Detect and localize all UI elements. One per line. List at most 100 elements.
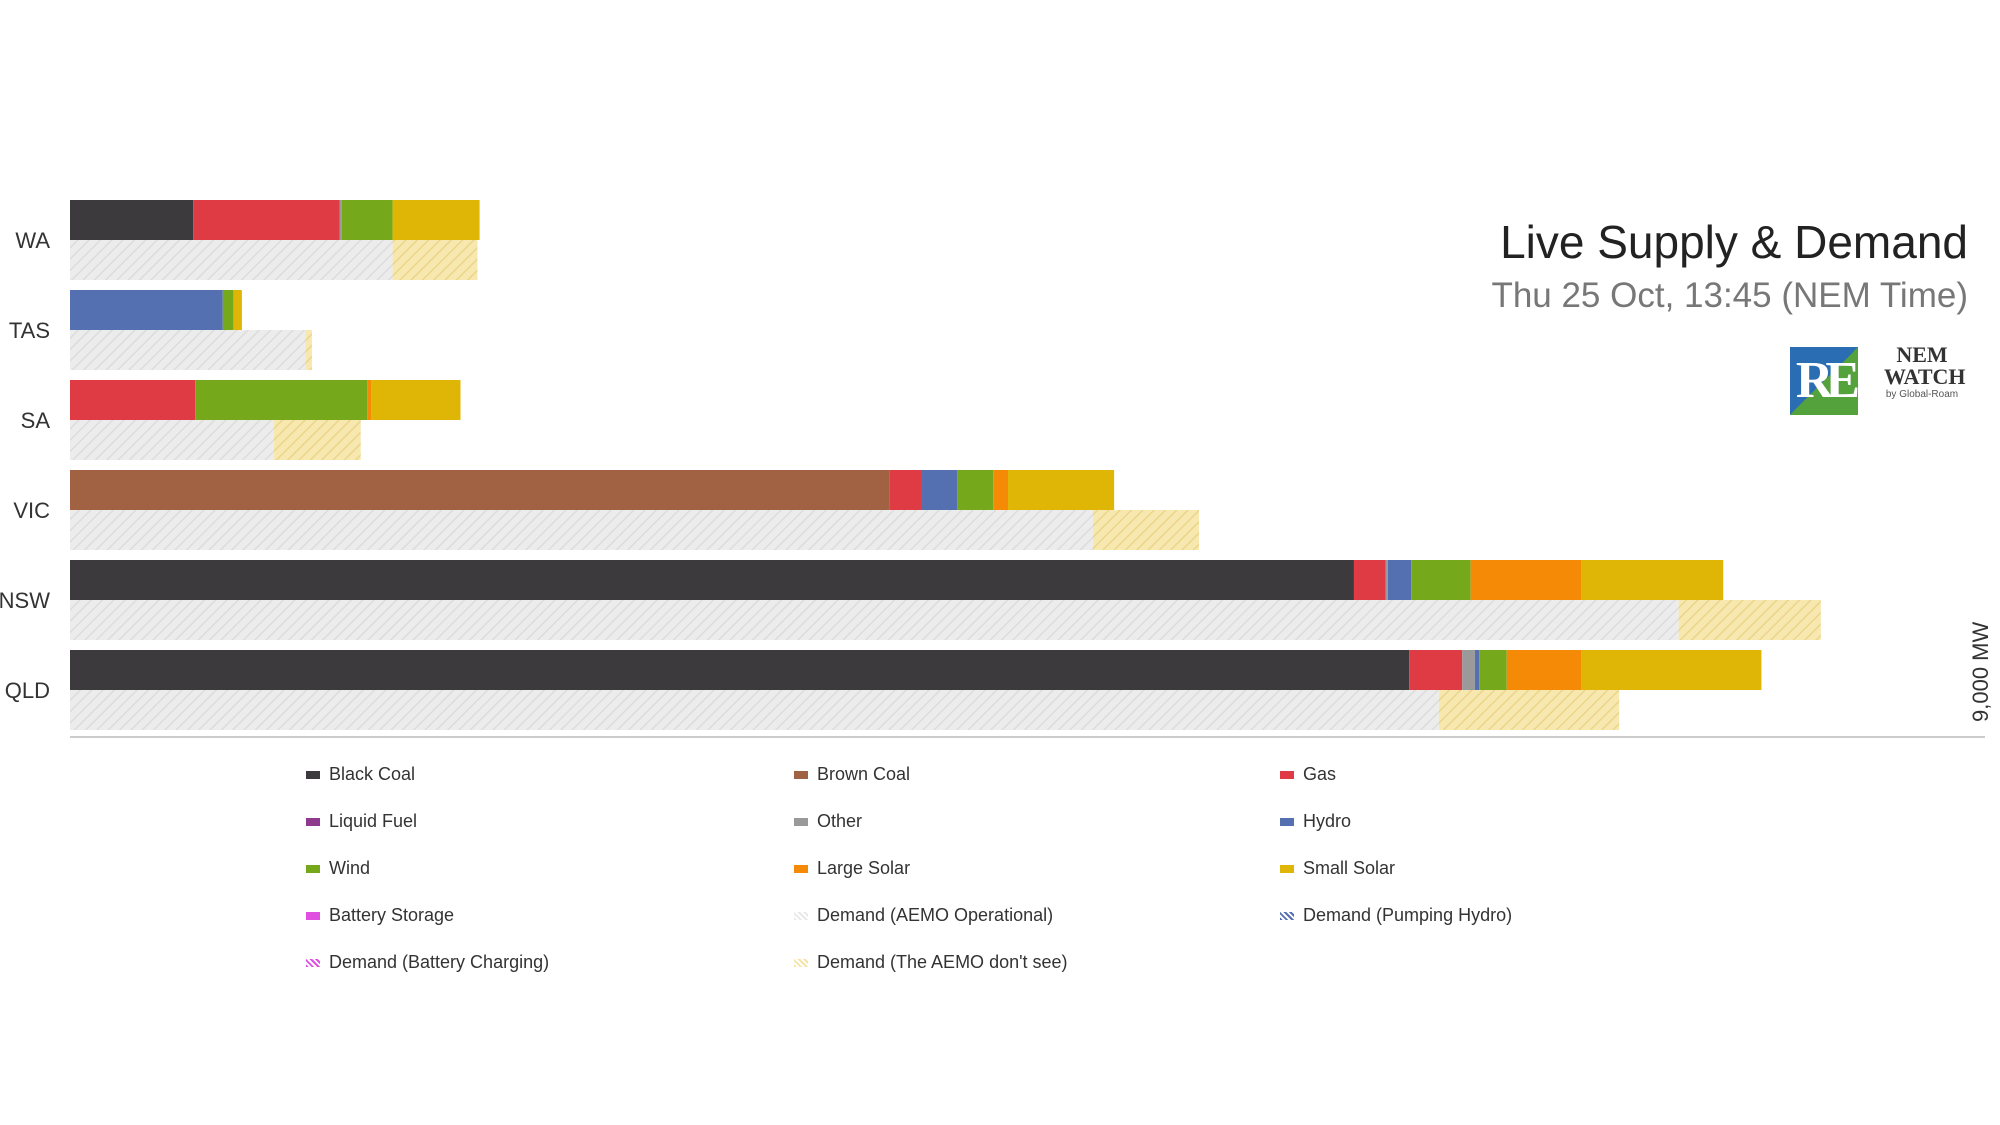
title-block: Live Supply & Demand Thu 25 Oct, 13:45 (… bbox=[1491, 215, 1968, 319]
legend-item-demand-battery-charging[interactable]: Demand (Battery Charging) bbox=[306, 952, 549, 973]
demand-bar-tas-demand-the-aemo-don-t-see bbox=[305, 330, 312, 370]
supply-bar-nsw-gas bbox=[1353, 560, 1386, 600]
legend-item-battery-storage[interactable]: Battery Storage bbox=[306, 905, 454, 926]
region-label-vic: VIC bbox=[13, 498, 50, 523]
supply-bar-tas-small-solar bbox=[233, 290, 242, 330]
nem-logo-line2: WATCH bbox=[1884, 364, 1966, 389]
bars-group bbox=[70, 200, 1821, 730]
demand-bar-tas-demand-aemo-operational bbox=[70, 330, 306, 370]
supply-bar-nsw-black-coal bbox=[70, 560, 1354, 600]
legend-swatch bbox=[306, 911, 320, 920]
supply-bar-wa-black-coal bbox=[70, 200, 194, 240]
legend-item-small-solar[interactable]: Small Solar bbox=[1280, 858, 1395, 879]
region-label-nsw: NSW bbox=[0, 588, 50, 613]
demand-bar-vic-demand-aemo-operational bbox=[70, 510, 1093, 550]
demand-bar-sa-demand-aemo-operational bbox=[70, 420, 274, 460]
legend-label: Other bbox=[817, 811, 863, 831]
nem-watch-logo[interactable]: NEM WATCH by Global-Roam bbox=[1884, 342, 1966, 418]
supply-bar-vic-large-solar bbox=[993, 470, 1009, 510]
nem-logo-line3: by Global-Roam bbox=[1885, 389, 1959, 400]
supply-bar-nsw-small-solar bbox=[1581, 560, 1724, 600]
region-label-tas: TAS bbox=[9, 318, 50, 343]
legend-swatch bbox=[794, 911, 808, 920]
supply-bar-qld-large-solar bbox=[1506, 650, 1582, 690]
legend-swatch bbox=[794, 958, 808, 967]
legend-label: Gas bbox=[1303, 764, 1337, 784]
legend-item-wind[interactable]: Wind bbox=[306, 858, 370, 879]
supply-bar-sa-small-solar bbox=[371, 380, 461, 420]
supply-bar-qld-black-coal bbox=[70, 650, 1410, 690]
supply-bar-wa-other bbox=[339, 200, 342, 240]
legend-swatch bbox=[1280, 817, 1294, 826]
supply-bar-wa-small-solar bbox=[392, 200, 480, 240]
supply-bar-qld-hydro bbox=[1474, 650, 1480, 690]
demand-bar-wa-demand-aemo-operational bbox=[70, 240, 393, 280]
legend-item-hydro[interactable]: Hydro bbox=[1280, 811, 1351, 832]
reneweconomy-logo[interactable]: RE bbox=[1790, 347, 1860, 415]
region-label-sa: SA bbox=[21, 408, 51, 433]
legend-label: Demand (The AEMO don't see) bbox=[817, 952, 1068, 972]
legend-label: Brown Coal bbox=[817, 764, 911, 784]
legend-swatch bbox=[306, 958, 320, 967]
legend-item-gas[interactable]: Gas bbox=[1280, 764, 1336, 785]
supply-bar-tas-hydro bbox=[70, 290, 223, 330]
supply-bar-sa-gas bbox=[70, 380, 196, 420]
x-axis-max-label: 9,000 MW bbox=[1968, 622, 1993, 722]
demand-bar-sa-demand-the-aemo-don-t-see bbox=[273, 420, 361, 460]
region-labels: WA TAS SA VIC NSW QLD bbox=[0, 228, 50, 703]
supply-bar-wa-wind bbox=[341, 200, 393, 240]
legend-label: Large Solar bbox=[817, 858, 911, 878]
demand-bar-vic-demand-the-aemo-don-t-see bbox=[1092, 510, 1200, 550]
supply-bar-vic-hydro bbox=[921, 470, 958, 510]
supply-bar-tas-wind bbox=[222, 290, 234, 330]
region-label-wa: WA bbox=[15, 228, 50, 253]
supply-bar-qld-gas bbox=[1409, 650, 1463, 690]
legend-item-demand-aemo-operational[interactable]: Demand (AEMO Operational) bbox=[794, 905, 1053, 926]
legend-swatch bbox=[794, 817, 808, 826]
legend-label: Liquid Fuel bbox=[329, 811, 418, 831]
supply-bar-vic-brown-coal bbox=[70, 470, 890, 510]
legend-item-demand-pumping-hydro[interactable]: Demand (Pumping Hydro) bbox=[1280, 905, 1512, 926]
legend-label: Demand (Pumping Hydro) bbox=[1303, 905, 1513, 925]
supply-bar-nsw-large-solar bbox=[1470, 560, 1582, 600]
legend-swatch bbox=[1280, 770, 1294, 779]
reneweconomy-logo-text: RE bbox=[1795, 352, 1860, 409]
supply-bar-wa-gas bbox=[193, 200, 340, 240]
legend-item-large-solar[interactable]: Large Solar bbox=[794, 858, 910, 879]
legend-item-brown-coal[interactable]: Brown Coal bbox=[794, 764, 910, 785]
supply-bar-sa-wind bbox=[195, 380, 368, 420]
demand-bar-nsw-demand-aemo-operational bbox=[70, 600, 1679, 640]
chart-legend: Black Coal Brown Coal Gas Liquid Fuel Other H… bbox=[306, 764, 1606, 1004]
legend-item-other[interactable]: Other bbox=[794, 811, 862, 832]
supply-bar-qld-small-solar bbox=[1581, 650, 1762, 690]
legend-item-liquid-fuel[interactable]: Liquid Fuel bbox=[306, 811, 417, 832]
legend-label: Wind bbox=[329, 858, 371, 878]
legend-label: Demand (Battery Charging) bbox=[329, 952, 550, 972]
nem-logo-line1: NEM bbox=[1896, 342, 1948, 367]
chart-subtitle: Thu 25 Oct, 13:45 (NEM Time) bbox=[1491, 276, 1968, 315]
legend-item-black-coal[interactable]: Black Coal bbox=[306, 764, 415, 785]
demand-bar-wa-demand-the-aemo-don-t-see bbox=[392, 240, 478, 280]
legend-swatch bbox=[794, 864, 808, 873]
legend-swatch bbox=[306, 864, 320, 873]
legend-label: Hydro bbox=[1303, 811, 1352, 831]
legend-label: Demand (AEMO Operational) bbox=[817, 905, 1054, 925]
demand-bar-nsw-demand-the-aemo-don-t-see bbox=[1678, 600, 1821, 640]
demand-bar-qld-demand-aemo-operational bbox=[70, 690, 1439, 730]
supply-bar-nsw-wind bbox=[1411, 560, 1471, 600]
supply-bar-qld-wind bbox=[1479, 650, 1507, 690]
legend-swatch bbox=[306, 817, 320, 826]
supply-bar-qld-other bbox=[1462, 650, 1475, 690]
legend-swatch bbox=[1280, 864, 1294, 873]
region-label-qld: QLD bbox=[5, 678, 50, 703]
supply-bar-sa-large-solar bbox=[367, 380, 372, 420]
supply-bar-vic-wind bbox=[957, 470, 994, 510]
supply-bar-vic-gas bbox=[889, 470, 922, 510]
legend-label: Small Solar bbox=[1303, 858, 1396, 878]
legend-swatch bbox=[306, 770, 320, 779]
legend-label: Black Coal bbox=[329, 764, 416, 784]
legend-swatch bbox=[1280, 911, 1294, 920]
legend-item-demand-the-aemo-don-t-see[interactable]: Demand (The AEMO don't see) bbox=[794, 952, 1068, 973]
supply-bar-vic-small-solar bbox=[1008, 470, 1115, 510]
